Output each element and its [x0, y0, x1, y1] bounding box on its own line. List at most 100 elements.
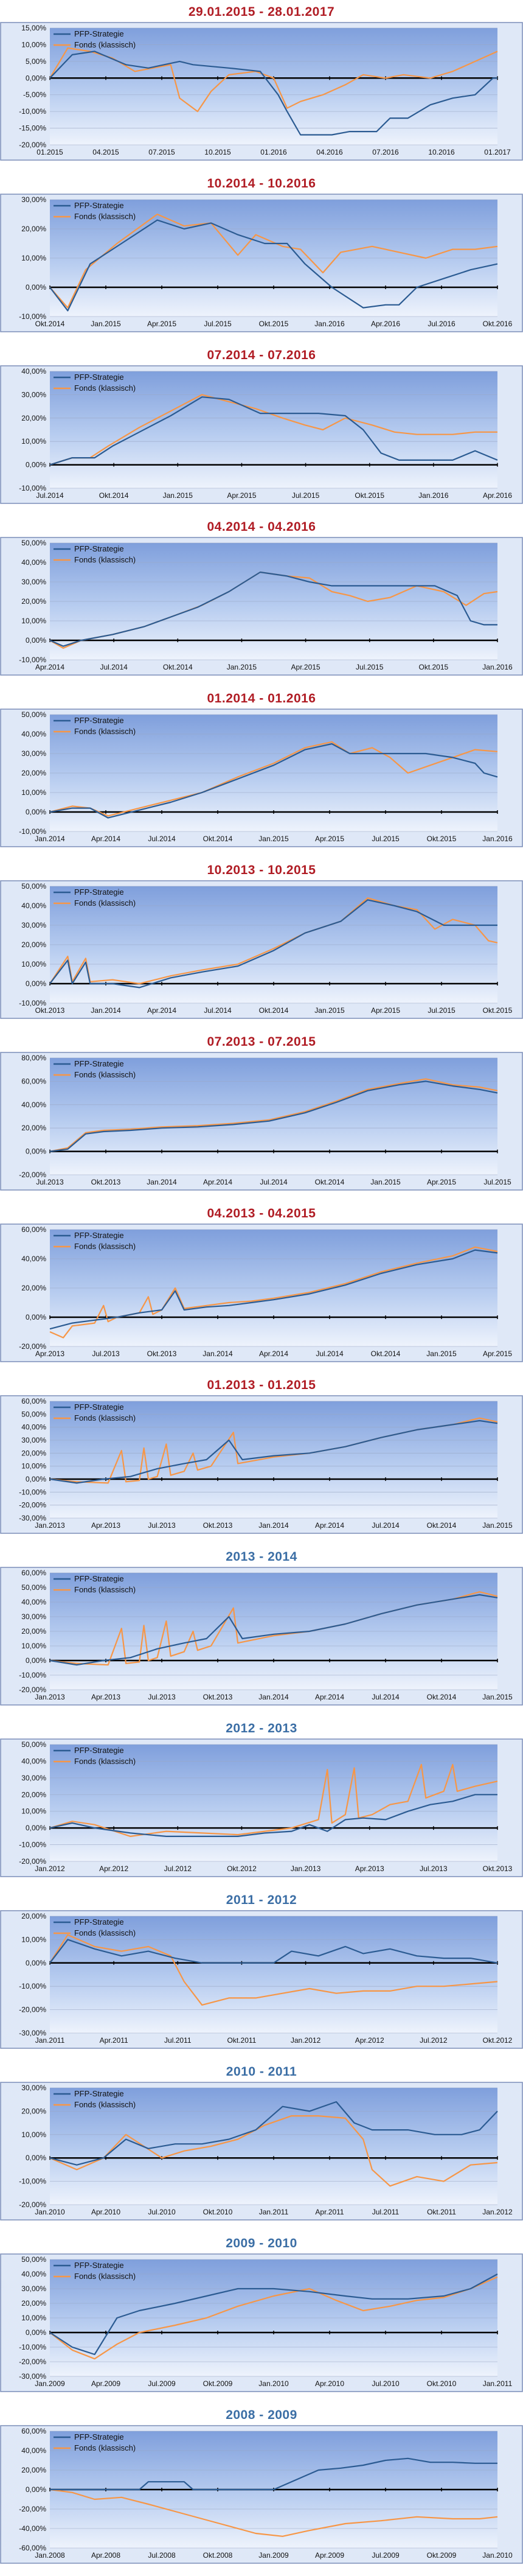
x-tick-label: Okt.2014 — [427, 1693, 457, 1701]
series-line-pfp-strategie — [49, 1080, 498, 1152]
x-tick-label: Apr.2012 — [99, 1864, 128, 1873]
y-tick-label: -5,00% — [23, 91, 46, 99]
x-tick-label: Jan.2016 — [482, 835, 513, 843]
x-tick-label: Jan.2009 — [35, 2379, 65, 2388]
x-tick-label: Jul.2009 — [148, 2379, 176, 2388]
x-tick-label: Apr.2015 — [483, 1349, 512, 1358]
legend-label-fonds-klassisch: Fonds (klassisch) — [74, 1242, 136, 1251]
y-tick-label: 30,00% — [21, 2284, 46, 2293]
plot-area — [50, 1058, 497, 1175]
y-tick-label: -10,00% — [19, 827, 46, 836]
y-tick-label: 30,00% — [21, 2084, 46, 2092]
x-tick-label: Okt.2015 — [355, 491, 384, 500]
y-tick-label: 20,00% — [21, 225, 46, 233]
y-tick-label: 10,00% — [21, 2314, 46, 2322]
y-tick-label: 20,00% — [21, 414, 46, 422]
x-tick-label: Okt.2008 — [203, 2551, 233, 2560]
legend-label-fonds-klassisch: Fonds (klassisch) — [74, 727, 136, 736]
series-line-fonds-klassisch — [49, 47, 498, 113]
y-tick-label: 40,00% — [21, 1757, 46, 1765]
x-tick-label: Jan.2015 — [227, 663, 257, 671]
legend-label-pfp-strategie: PFP-Strategie — [74, 2261, 124, 2270]
y-tick-label: 10,00% — [21, 254, 46, 262]
x-tick-label: Okt.2013 — [147, 1349, 177, 1358]
y-tick-label: -30,00% — [19, 2372, 46, 2381]
x-tick-label: Jul.2012 — [164, 1864, 192, 1873]
x-tick-label: Okt.2013 — [35, 1006, 65, 1015]
x-tick-label: Jul.2014 — [100, 663, 128, 671]
x-tick-label: Apr.2015 — [427, 1178, 456, 1186]
x-tick-label: Jan.2016 — [482, 663, 513, 671]
chart-panel: 07.2013 - 07.2015 80,00% 60,00% 40,00% 20,00… — [0, 1030, 523, 1193]
chart-title: 10.2014 - 10.2016 — [207, 177, 316, 191]
y-tick-label: -20,00% — [19, 1342, 46, 1351]
chart-panel: 10.2014 - 10.2016 30,00% 20,00% 10,00% 0,00%… — [0, 172, 523, 335]
y-tick-label: 0,00% — [26, 2328, 46, 2337]
y-tick-label: 80,00% — [21, 1054, 46, 1062]
x-tick-label: Apr.2012 — [355, 2036, 384, 2045]
x-tick-label: Jan.2013 — [291, 1864, 321, 1873]
chart-title: 04.2014 - 04.2016 — [207, 520, 316, 534]
y-tick-label: -10,00% — [19, 2177, 46, 2186]
x-tick-label: Okt.2015 — [259, 320, 289, 328]
y-tick-label: 10,00% — [21, 960, 46, 968]
x-tick-label: Okt.2014 — [35, 320, 65, 328]
x-tick-label: Apr.2013 — [35, 1349, 64, 1358]
y-tick-label: 0,00% — [26, 1656, 46, 1665]
y-tick-label: 0,00% — [26, 2485, 46, 2494]
x-tick-label: Jan.2011 — [35, 2036, 65, 2045]
chart-panel: 2011 - 2012 20,00% 10,00% 0,00% -10,00% -20,0… — [0, 1888, 523, 2051]
x-tick-label: Okt.2016 — [483, 320, 513, 328]
y-tick-label: 60,00% — [21, 1225, 46, 1234]
x-tick-label: Okt.2015 — [483, 1006, 513, 1015]
x-tick-label: Jan.2012 — [291, 2036, 321, 2045]
y-tick-label: -20,00% — [19, 2357, 46, 2366]
series-line-pfp-strategie — [49, 1249, 498, 1330]
chart-svg: 15,00% 10,00% 5,00% 0,00% -5,00% -10,00% -15,0… — [0, 22, 523, 161]
y-tick-label: -20,00% — [19, 1857, 46, 1866]
x-tick-label: Jan.2015 — [482, 1693, 513, 1701]
chart-svg: 50,00% 40,00% 30,00% 20,00% 10,00% 0,00% -10,0… — [0, 709, 523, 847]
series-line-fonds-klassisch — [49, 1246, 498, 1339]
x-tick-label: Okt.2014 — [163, 663, 193, 671]
y-tick-label: 10,00% — [21, 2130, 46, 2139]
y-tick-label: 0,00% — [26, 808, 46, 816]
chart-svg: 20,00%10,00%0,00%-10,00%-20,00%-30,00%Ja… — [0, 1910, 523, 2049]
x-tick-label: Apr.2013 — [355, 1864, 384, 1873]
x-tick-label: Jul.2013 — [148, 1521, 176, 1530]
y-tick-label: 50,00% — [21, 539, 46, 547]
x-tick-label: Apr.2016 — [371, 320, 400, 328]
x-tick-label: Jul.2011 — [372, 2208, 400, 2216]
x-tick-label: Okt.2014 — [427, 1521, 457, 1530]
y-tick-label: -10,00% — [19, 1982, 46, 1990]
series-line-pfp-strategie — [49, 743, 498, 819]
x-tick-label: Okt.2015 — [419, 663, 449, 671]
y-tick-label: 0,00% — [26, 636, 46, 645]
chart-svg: 60,00% 40,00% 20,00% 0,00% -20,00% -40,00% -60… — [0, 2425, 523, 2564]
y-tick-label: 5,00% — [26, 57, 46, 66]
x-tick-label: Jan.2014 — [258, 1521, 289, 1530]
x-tick-label: 07.2016 — [372, 148, 399, 156]
legend-label-fonds-klassisch: Fonds (klassisch) — [74, 2100, 136, 2109]
y-tick-label: 10,00% — [21, 617, 46, 625]
legend: PFP-Strategie Fonds (klassisch) — [54, 1231, 136, 1251]
series-line-fonds-klassisch — [49, 1763, 498, 1837]
y-tick-label: -40,00% — [19, 2524, 46, 2533]
chart-panel: 2012 - 2013 50,00% 40,00% 30,00% 20,00% 10,00… — [0, 1717, 523, 1880]
plot-area — [50, 28, 497, 145]
y-tick-label: 60,00% — [21, 1569, 46, 1577]
x-tick-label: Apr.2014 — [315, 1693, 344, 1701]
x-tick-label: Jul.2015 — [372, 835, 400, 843]
plot-area — [50, 2088, 497, 2205]
x-tick-label: Apr.2014 — [147, 1006, 176, 1015]
chart-svg: 50,00% 40,00% 30,00% 20,00% 10,00% 0,00% -10,0… — [0, 1738, 523, 1877]
x-tick-label: Okt.2013 — [203, 1521, 233, 1530]
series-line-pfp-strategie — [49, 899, 497, 989]
y-tick-label: -20,00% — [19, 2505, 46, 2513]
legend-label-pfp-strategie: PFP-Strategie — [74, 1231, 124, 1240]
